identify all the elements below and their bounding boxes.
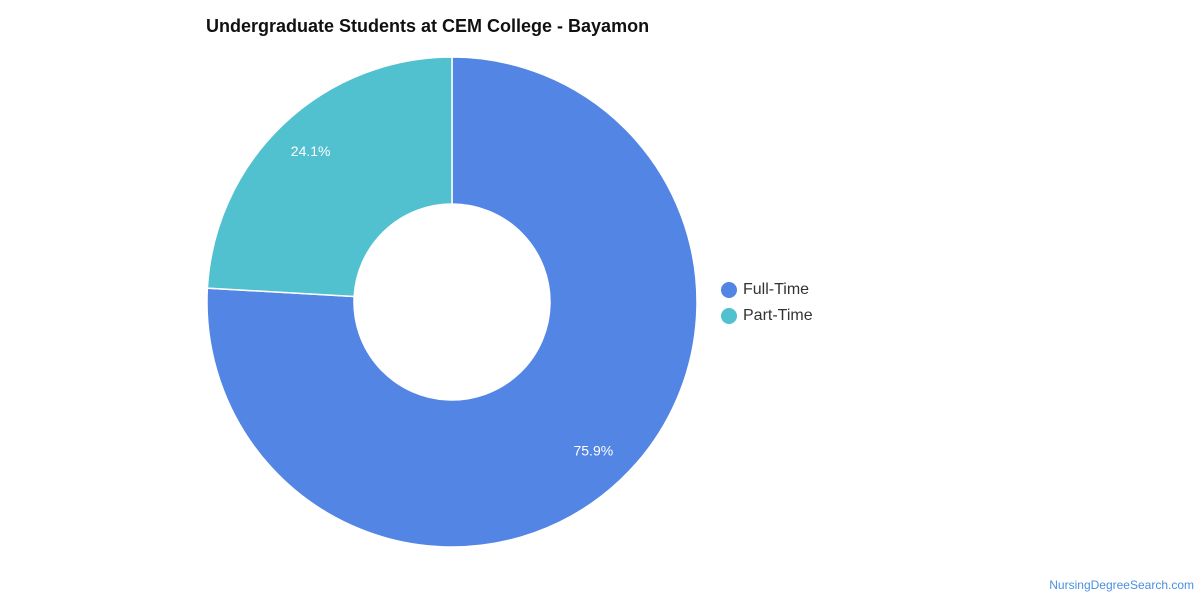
slice-labels-layer: 75.9% 24.1% bbox=[291, 143, 613, 458]
slices-layer bbox=[206, 56, 698, 548]
legend: Full-Time Part-Time bbox=[721, 281, 813, 324]
source-watermark[interactable]: NursingDegreeSearch.com bbox=[1049, 578, 1194, 592]
legend-label-full-time[interactable]: Full-Time bbox=[743, 281, 809, 298]
slice-label-part-time: 24.1% bbox=[291, 143, 331, 159]
donut-slice-full-time[interactable] bbox=[206, 56, 698, 548]
legend-marker-part-time[interactable] bbox=[721, 308, 737, 324]
chart-title: Undergraduate Students at CEM College - … bbox=[206, 16, 650, 36]
slice-label-full-time: 75.9% bbox=[573, 442, 613, 458]
donut-slice-part-time[interactable] bbox=[206, 56, 453, 298]
legend-marker-full-time[interactable] bbox=[721, 282, 737, 298]
legend-label-part-time[interactable]: Part-Time bbox=[743, 307, 813, 324]
